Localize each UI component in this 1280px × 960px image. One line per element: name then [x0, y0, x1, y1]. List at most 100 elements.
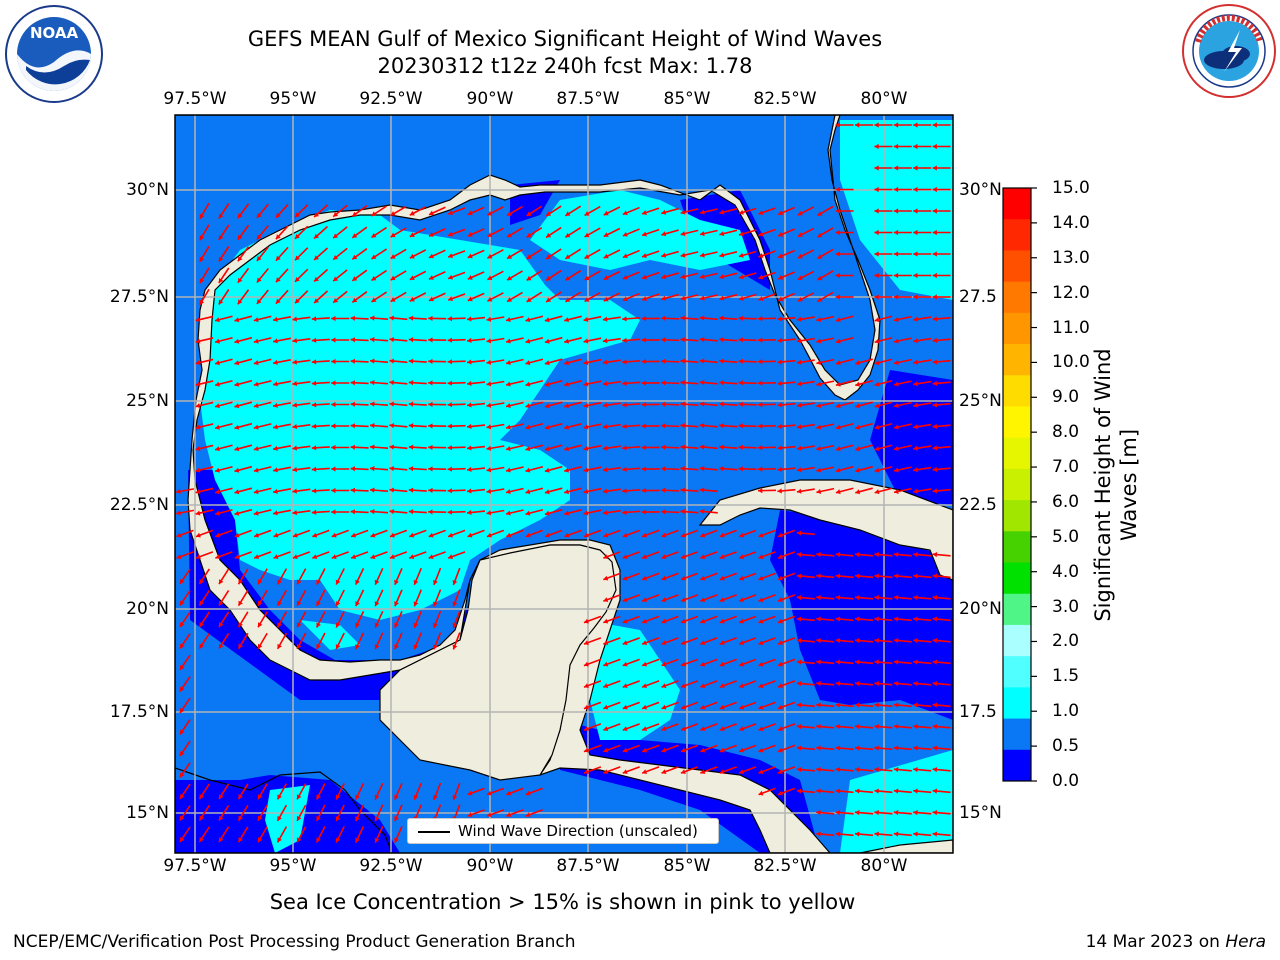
wind-arrow-head [699, 423, 705, 429]
wind-arrow-head [855, 360, 861, 366]
wind-arrow-head [893, 208, 899, 214]
wind-arrow-head [932, 788, 938, 794]
wind-arrow-head [855, 745, 860, 751]
wind-arrow-head [486, 381, 492, 387]
wind-arrow-head [835, 294, 840, 300]
wind-arrow-head [350, 380, 356, 386]
wind-arrow-head [215, 554, 221, 560]
wind-arrow-head [583, 381, 589, 387]
wind-arrow-head [603, 232, 609, 237]
wind-arrow-head [719, 315, 724, 321]
wind-arrow-head [335, 816, 341, 822]
wind-arrow-head [893, 552, 899, 558]
wind-arrow-head [331, 466, 336, 472]
wind-arrow-head [603, 661, 609, 667]
wind-arrow-head [661, 683, 667, 689]
wind-arrow-head [311, 466, 317, 472]
wind-arrow-head [893, 638, 899, 644]
wind-arrow-head [855, 681, 860, 687]
wind-arrow-head [331, 554, 337, 560]
wind-arrow-head [316, 815, 321, 821]
wind-arrow-head [195, 467, 201, 473]
wind-arrow-head [429, 275, 434, 280]
wind-arrow-head [874, 831, 879, 837]
wind-arrow-head [700, 704, 706, 710]
wind-arrow-head [350, 401, 356, 407]
wind-arrow-head [602, 445, 608, 451]
wind-arrow-head [874, 659, 879, 665]
wind-arrow-head [874, 702, 879, 708]
wind-arrow-head [525, 424, 531, 430]
lon-label-bottom: 87.5°W [556, 856, 620, 876]
wind-arrow-head [544, 510, 550, 516]
lon-label-bottom: 85°W [663, 856, 711, 876]
wind-arrow-head [855, 616, 860, 622]
wind-arrow-head [932, 359, 938, 365]
wind-arrow-head [661, 231, 667, 237]
wind-arrow-head [700, 726, 706, 732]
wind-arrow-head [428, 466, 433, 472]
wind-arrow-head [932, 122, 937, 128]
wind-arrow-head [932, 466, 938, 472]
wind-arrow-head [719, 640, 725, 646]
wind-arrow-head [603, 575, 609, 581]
wind-arrow-head [277, 643, 282, 649]
wind-arrow-head [374, 622, 380, 628]
wind-arrow-head [602, 402, 608, 408]
wind-arrow-head [932, 272, 937, 279]
wind-arrow-head [874, 595, 879, 601]
wind-arrow-head [913, 122, 918, 128]
wind-arrow-head [506, 338, 511, 344]
wind-arrow-head [370, 444, 375, 450]
wind-arrow-head [544, 338, 550, 344]
wind-arrow-head [544, 489, 550, 495]
wind-arrow-head [642, 554, 648, 560]
wind-arrow-head [564, 317, 570, 323]
wind-arrow-head [486, 812, 492, 818]
wind-arrow-head [719, 554, 725, 560]
wind-arrow-head [913, 552, 918, 558]
wind-arrow-head [486, 338, 492, 344]
colorbar-segment [1003, 375, 1031, 407]
wind-arrow-head [739, 597, 745, 603]
colorbar-segment [1003, 468, 1031, 501]
wind-arrow-head [855, 595, 860, 601]
wind-arrow-head [467, 380, 472, 387]
wind-arrow-head [855, 788, 860, 794]
colorbar-segment [1003, 250, 1031, 283]
wind-arrow-head [295, 255, 300, 261]
lat-label-left: 20°N [126, 599, 169, 619]
wind-arrow-head [642, 661, 648, 667]
wind-arrow-head [506, 790, 512, 796]
wind-arrow-head [292, 338, 298, 344]
wind-arrow-head [700, 747, 706, 753]
wind-arrow-head [433, 601, 438, 607]
wind-arrow-head [758, 769, 764, 775]
wind-arrow-head [932, 251, 937, 257]
wind-arrow-head [355, 644, 360, 650]
wind-arrow-head [238, 579, 243, 585]
wind-arrow-head [661, 423, 666, 429]
wind-arrow-head [394, 794, 399, 800]
wind-arrow-head [467, 359, 472, 365]
wind-arrow-head [374, 837, 380, 843]
wind-arrow-head [389, 554, 395, 560]
wind-arrow-head [622, 661, 628, 667]
wind-arrow-head [215, 403, 220, 409]
wind-arrow-head [932, 595, 938, 601]
wind-arrow-head [331, 401, 336, 408]
wind-arrow-head [218, 643, 224, 649]
wind-arrow-head [816, 724, 821, 730]
wind-arrow-head [719, 661, 725, 667]
wind-arrow-head [525, 381, 531, 387]
wind-arrow-head [564, 424, 570, 430]
wind-arrow-head [525, 338, 531, 344]
wind-arrow-head [738, 315, 743, 321]
wind-arrow-head [758, 253, 764, 258]
wind-arrow-head [874, 360, 880, 366]
wind-arrow-head [758, 704, 764, 710]
wind-arrow-head [374, 644, 380, 650]
wind-arrow-head [622, 359, 627, 365]
wind-arrow-head [622, 337, 627, 343]
